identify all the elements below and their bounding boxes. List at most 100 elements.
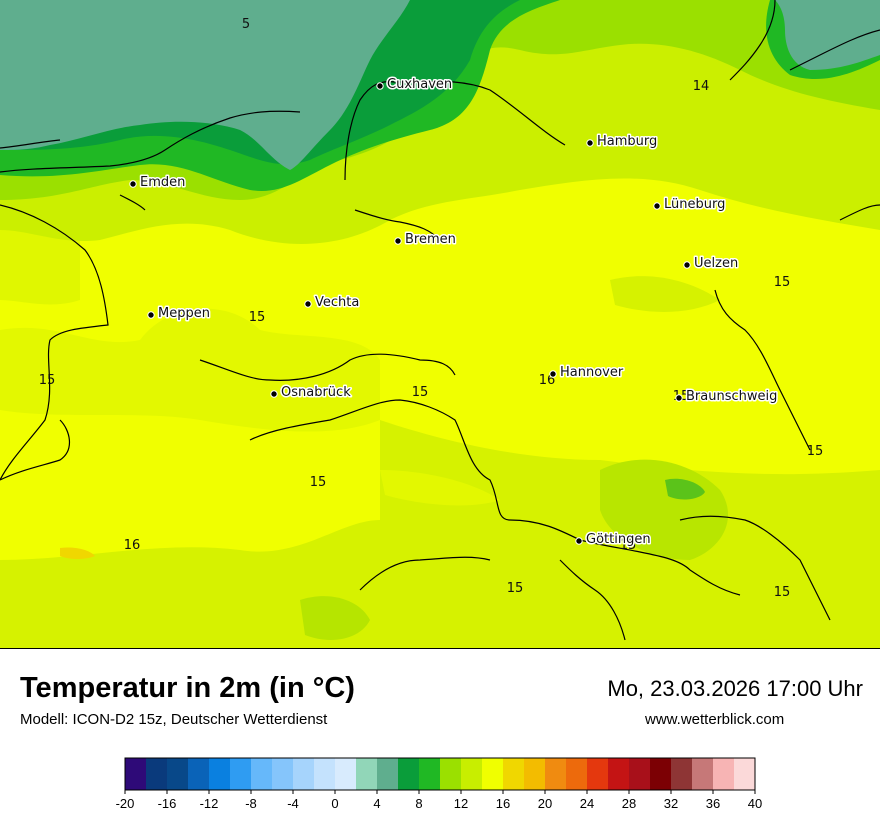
scale-swatch (482, 758, 504, 790)
scale-tick-label: -8 (245, 796, 257, 811)
scale-swatch (356, 758, 378, 790)
scale-swatch (335, 758, 357, 790)
temperature-value: 15 (807, 444, 824, 459)
scale-swatch (188, 758, 210, 790)
scale-swatch (272, 758, 294, 790)
temperature-value: 16 (124, 538, 141, 553)
city-marker: Hamburg (586, 133, 659, 151)
temperature-value: 15 (39, 373, 56, 388)
scale-frame (124, 757, 756, 791)
scale-tick-label: 0 (331, 796, 338, 811)
temperature-value: 15 (412, 385, 429, 400)
city-dot (376, 82, 384, 90)
city-label: Meppen (158, 306, 210, 321)
borders (0, 0, 880, 641)
city-marker: Osnabrück (270, 384, 353, 402)
city-marker: Göttingen (575, 531, 652, 549)
scale-swatch (146, 758, 168, 790)
city-dot (394, 237, 402, 245)
scale-swatch (209, 758, 231, 790)
cool-patch (300, 596, 370, 640)
weather-map: 514151515161515151516151515 CuxhavenHamb… (0, 0, 880, 649)
temperature-value: 15 (620, 538, 637, 553)
scale-swatch (125, 758, 147, 790)
city-dot (675, 394, 683, 402)
city-marker: Braunschweig (675, 388, 779, 406)
city-marker: Lüneburg (653, 196, 727, 214)
temperature-map-svg: 514151515161515151516151515 CuxhavenHamb… (0, 0, 880, 648)
cool-patch (665, 478, 705, 500)
city-dot (653, 202, 661, 210)
city-dot (270, 390, 278, 398)
temperature-value: 15 (310, 475, 327, 490)
mottled-area (610, 276, 720, 312)
scale-swatch (629, 758, 651, 790)
city-dot (549, 370, 557, 378)
city-marker: Emden (129, 174, 187, 192)
scale-swatch (608, 758, 630, 790)
city-dot (586, 139, 594, 147)
website-link[interactable]: www.wetterblick.com (645, 711, 785, 728)
scale-swatch (398, 758, 420, 790)
scale-swatch (293, 758, 315, 790)
city-label: Lüneburg (664, 197, 725, 212)
scale-tick-label: 8 (415, 796, 422, 811)
city-label: Emden (140, 175, 185, 190)
city-dot (683, 261, 691, 269)
scale-swatch (314, 758, 336, 790)
scale-tick-label: 40 (748, 796, 762, 811)
city-dot (304, 300, 312, 308)
mottled-area (380, 470, 500, 506)
scale-tick-label: -16 (158, 796, 177, 811)
scale-tick-label: 16 (496, 796, 510, 811)
scale-swatch (692, 758, 714, 790)
city-label: Uelzen (694, 256, 738, 271)
scale-swatch (587, 758, 609, 790)
map-title: Temperatur in 2m (in °C) (20, 672, 355, 704)
city-marker: Bremen (394, 231, 457, 249)
north-sea (0, 0, 410, 170)
scale-swatch (734, 758, 756, 790)
city-label: Hamburg (597, 134, 657, 149)
scale-swatch (377, 758, 399, 790)
city-label: Vechta (315, 295, 359, 310)
city-marker: Cuxhaven (376, 76, 454, 94)
scale-swatch (650, 758, 672, 790)
city-marker: Vechta (304, 294, 361, 312)
forecast-datetime: Mo, 23.03.2026 17:00 Uhr (607, 676, 863, 701)
temperature-value: 15 (774, 585, 791, 600)
scale-tick-label: 32 (664, 796, 678, 811)
scale-swatch (566, 758, 588, 790)
warm-patch (60, 547, 95, 559)
color-scale-svg: -20 -16 -12 -8 -4 0 4 8 12 16 20 24 28 32 36 40 (116, 757, 762, 811)
city-dot (147, 311, 155, 319)
color-scale: -20 -16 -12 -8 -4 0 4 8 12 16 20 24 28 32 36 40 (0, 750, 880, 830)
city-dot (129, 180, 137, 188)
model-subtitle: Modell: ICON-D2 15z, Deutscher Wetterdie… (20, 711, 328, 728)
baltic-sea (775, 0, 880, 70)
scale-tick-label: 28 (622, 796, 636, 811)
scale-tick-label: 4 (373, 796, 380, 811)
mottled-area (0, 308, 380, 432)
city-marker: Hannover (549, 364, 625, 382)
color-scale-ticks: -20 -16 -12 -8 -4 0 4 8 12 16 20 24 28 32 36 40 (116, 790, 762, 811)
scale-swatch (419, 758, 441, 790)
temperature-value: 14 (693, 79, 710, 94)
temperature-value: 5 (242, 17, 250, 32)
city-label: Göttingen (586, 532, 651, 547)
scale-tick-label: 24 (580, 796, 594, 811)
city-label: Hannover (560, 365, 624, 380)
temperature-value: 15 (774, 275, 791, 290)
scale-swatch (671, 758, 693, 790)
scale-tick-label: 36 (706, 796, 720, 811)
temperature-value: 15 (507, 581, 524, 596)
scale-swatch (251, 758, 273, 790)
city-markers: Cuxhaven Hamburg Emden Lüneburg Bremen Uelzen… (129, 76, 779, 549)
scale-swatch (713, 758, 735, 790)
city-marker: Meppen (147, 305, 211, 323)
scale-swatch (167, 758, 189, 790)
scale-tick-label: -4 (287, 796, 299, 811)
scale-swatch (461, 758, 483, 790)
scale-tick-label: 12 (454, 796, 468, 811)
city-label: Cuxhaven (387, 77, 452, 92)
